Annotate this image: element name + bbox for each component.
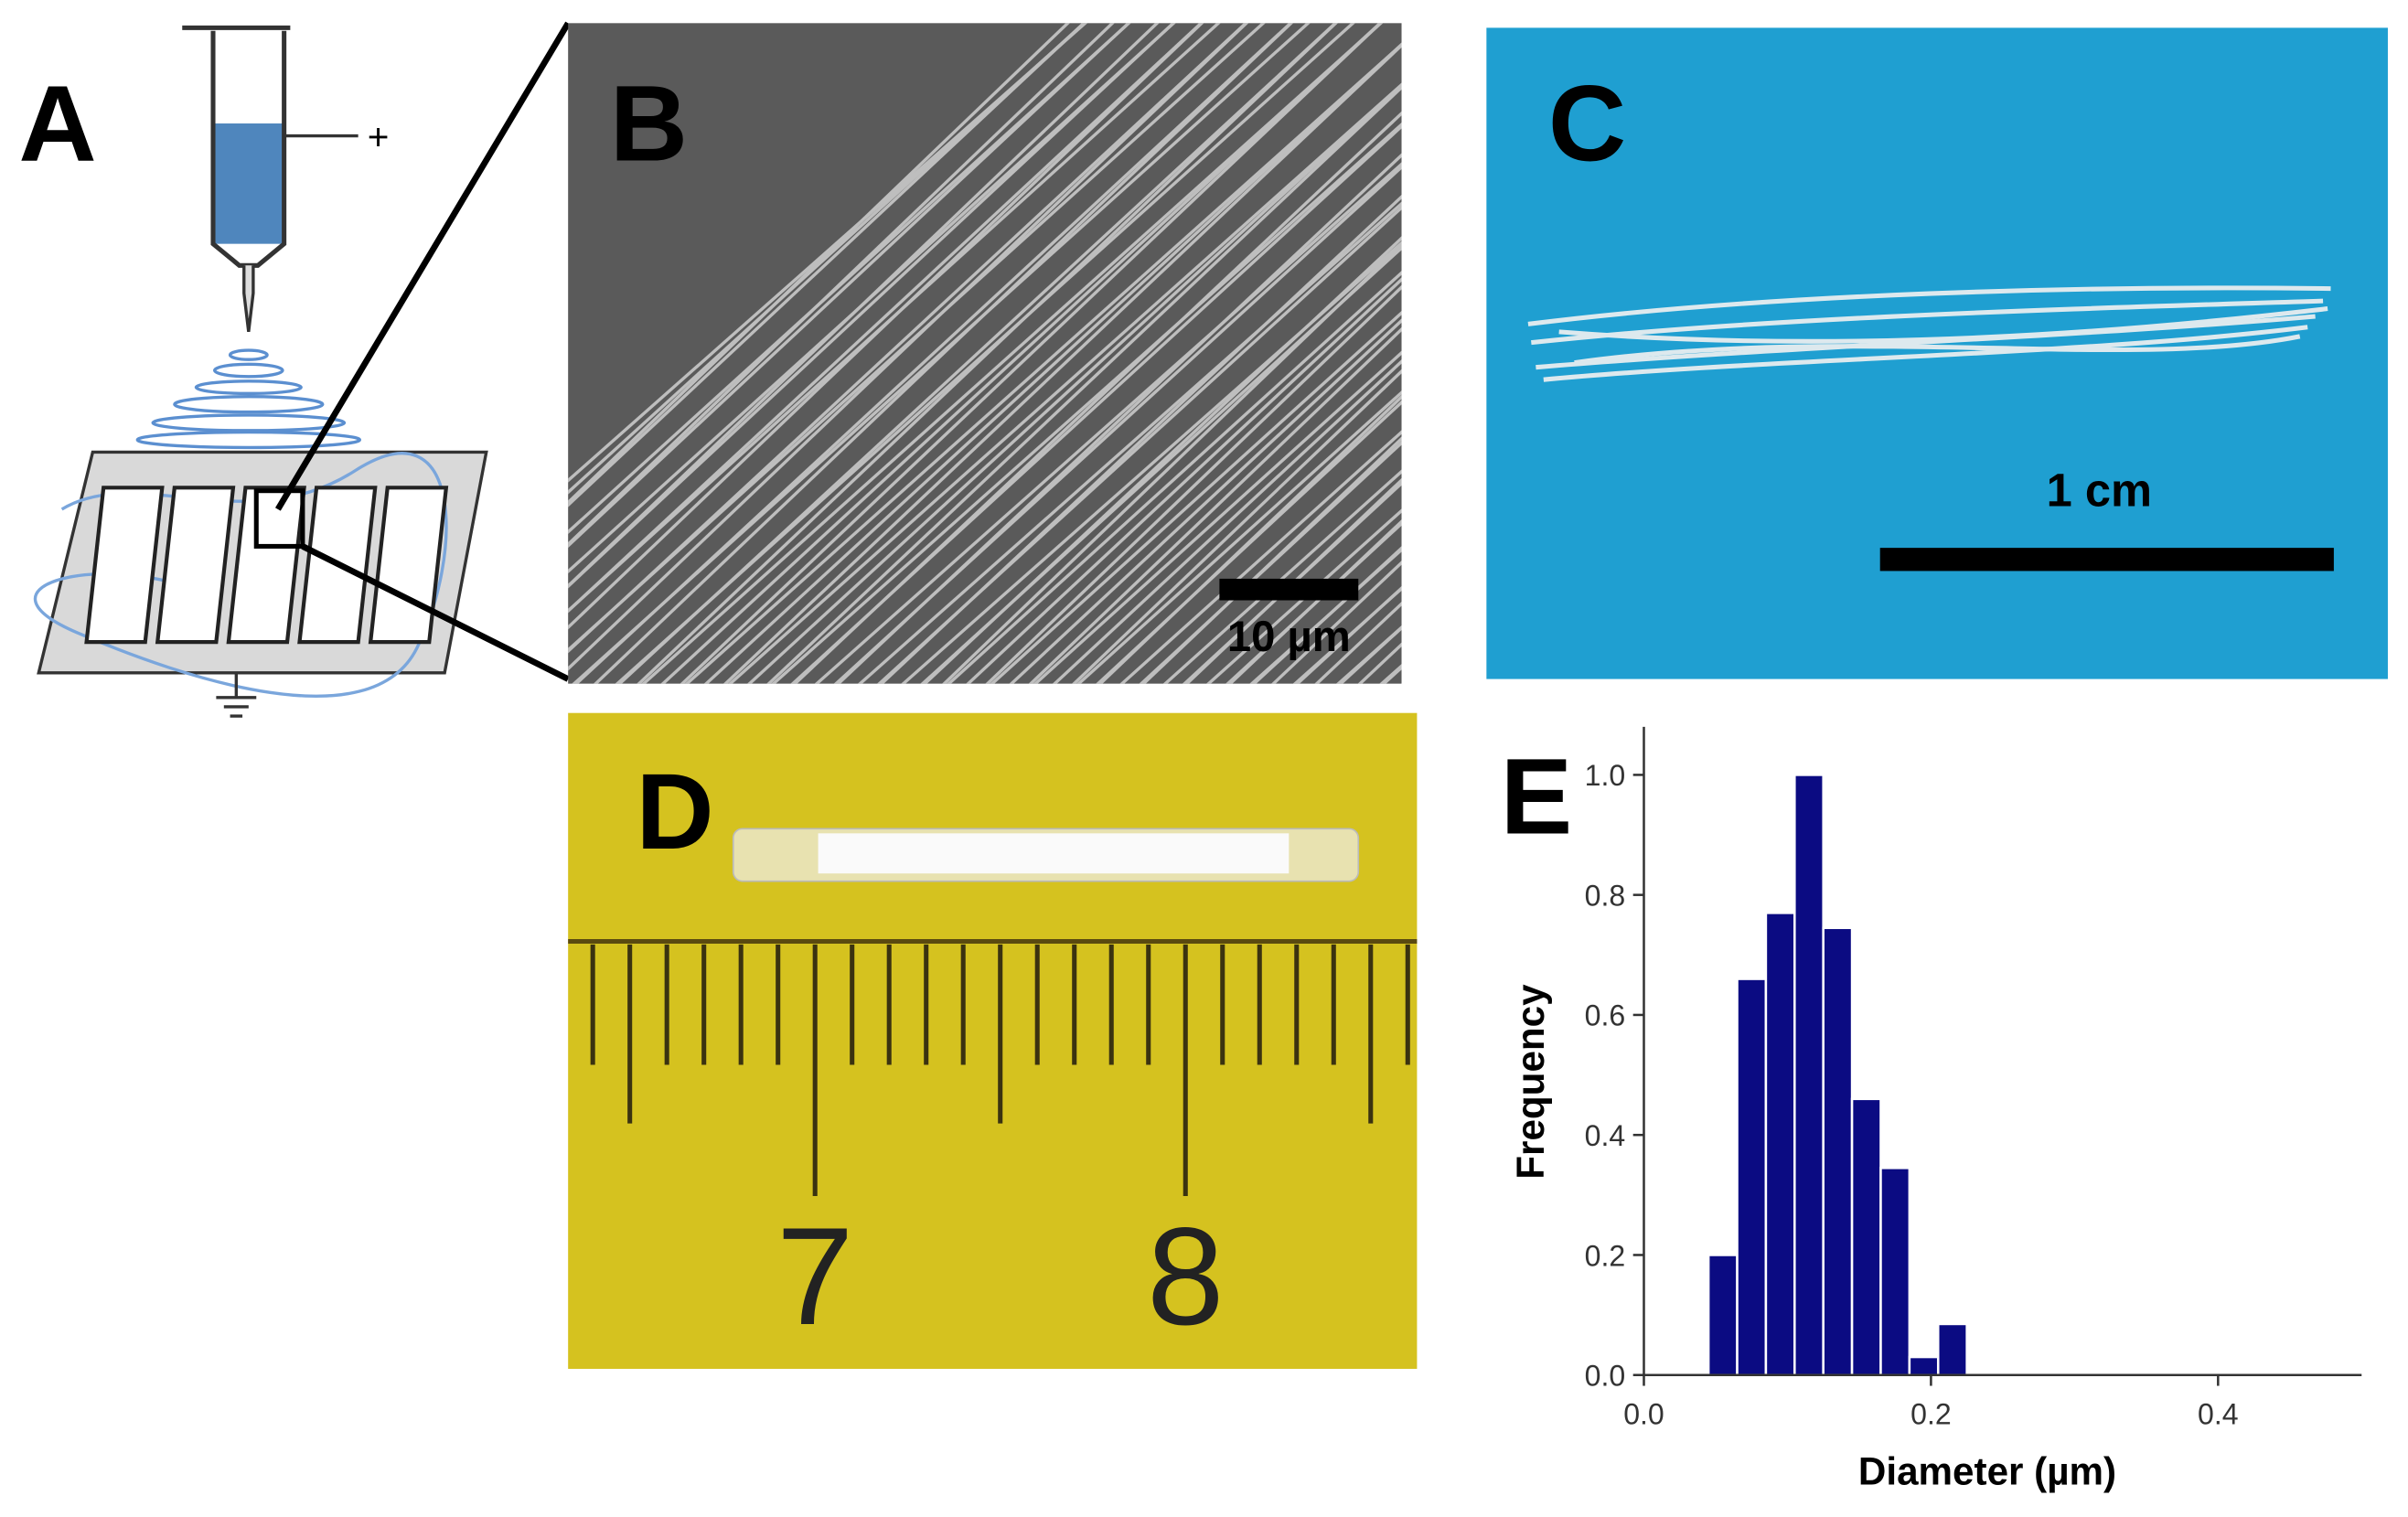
panel-label: A xyxy=(18,64,96,185)
fiber xyxy=(1028,326,1402,684)
panel-label: C xyxy=(1548,64,1626,185)
bar xyxy=(1764,912,1796,1376)
fiber xyxy=(1097,394,1402,684)
y-tick-label: 1.0 xyxy=(1585,759,1626,792)
zoom-line xyxy=(274,21,572,511)
y-tick-label: 0.2 xyxy=(1585,1239,1626,1272)
y-axis-title: Frequency xyxy=(1509,984,1552,1180)
bar xyxy=(1707,1254,1739,1376)
fiber xyxy=(568,23,1204,630)
solution xyxy=(213,123,284,244)
y-tick-label: 0.4 xyxy=(1585,1119,1626,1152)
scale-bar-label: 10 µm xyxy=(1227,613,1351,661)
fiber xyxy=(1009,318,1402,684)
bar xyxy=(1879,1167,1911,1376)
bar xyxy=(1736,978,1768,1376)
fiber-scaffold xyxy=(818,833,1290,874)
ruler-label: 7 xyxy=(776,1199,853,1354)
fiber xyxy=(703,42,1402,684)
fiber xyxy=(990,310,1402,684)
fiber xyxy=(593,23,1294,684)
voltage: + xyxy=(368,116,390,158)
fiber xyxy=(1076,390,1402,684)
fiber xyxy=(568,23,1070,505)
fiber xyxy=(568,23,1249,671)
fiber xyxy=(922,236,1402,684)
fiber xyxy=(568,23,1131,549)
fiber xyxy=(573,23,1293,684)
ruler-ticks xyxy=(590,944,1410,1196)
zoom-line xyxy=(301,543,570,682)
needle xyxy=(242,265,255,333)
bar xyxy=(1850,1097,1882,1376)
bar xyxy=(1936,1322,1968,1376)
panel-label: B xyxy=(610,64,688,185)
y-tick-label: 0.8 xyxy=(1585,879,1626,912)
electrode-gaps xyxy=(84,486,449,645)
panel-b: B 10 µm xyxy=(568,23,1402,684)
fiber xyxy=(1071,369,1402,684)
panel-a: A + xyxy=(18,21,572,718)
zoom-box xyxy=(253,488,305,549)
bar xyxy=(1908,1355,1940,1376)
fiber xyxy=(1251,546,1402,684)
scale-bar-label: 1 cm xyxy=(2047,465,2152,517)
bar xyxy=(1822,926,1854,1376)
fiber xyxy=(1052,359,1402,684)
fiber xyxy=(568,23,1160,589)
fiber-bundle xyxy=(1527,285,2331,382)
panel-label: D xyxy=(636,752,713,872)
panel-label: E xyxy=(1501,736,1573,857)
scale-bar xyxy=(1219,578,1359,601)
jet xyxy=(135,348,362,450)
fiber xyxy=(1270,561,1402,684)
fiber xyxy=(1033,350,1402,684)
bar xyxy=(1793,774,1825,1376)
fiber xyxy=(942,242,1402,684)
fibers xyxy=(568,23,1402,684)
fiber xyxy=(836,153,1402,684)
fiber xyxy=(680,23,1383,684)
fiber xyxy=(637,23,1339,684)
ground xyxy=(216,672,257,718)
fiber xyxy=(568,23,1115,547)
y-tick-label: 0.6 xyxy=(1585,999,1626,1032)
x-tick-label: 0.2 xyxy=(1910,1398,1952,1431)
fiber xyxy=(879,194,1402,684)
photo xyxy=(568,712,1418,1369)
fiber xyxy=(722,43,1402,684)
y-tick-label: 0.0 xyxy=(1585,1360,1626,1393)
panel-e: E 0.0 0.2 0.4 0.6 0.8 1.0 0.0 0.2 0.4 Diameter (µ… xyxy=(1501,726,2362,1493)
fiber xyxy=(568,23,1248,654)
fiber xyxy=(568,23,1086,507)
fiber xyxy=(792,111,1402,684)
fiber xyxy=(947,271,1402,684)
panel-c: C 1 cm xyxy=(1486,27,2388,679)
x-axis-title: Diameter (µm) xyxy=(1858,1450,2116,1493)
scale-bar xyxy=(1879,548,2334,572)
x-tick-label: 0.4 xyxy=(2198,1398,2239,1431)
fiber xyxy=(617,23,1338,684)
fiber xyxy=(660,23,1383,684)
fiber xyxy=(985,284,1402,684)
ruler-label: 8 xyxy=(1147,1199,1224,1354)
fiber xyxy=(766,85,1402,684)
fiber xyxy=(747,83,1402,684)
fiber xyxy=(568,23,1204,614)
x-tick-label: 0.0 xyxy=(1623,1398,1664,1431)
fiber xyxy=(966,277,1402,684)
panel-d: D 7 8 xyxy=(568,712,1418,1369)
